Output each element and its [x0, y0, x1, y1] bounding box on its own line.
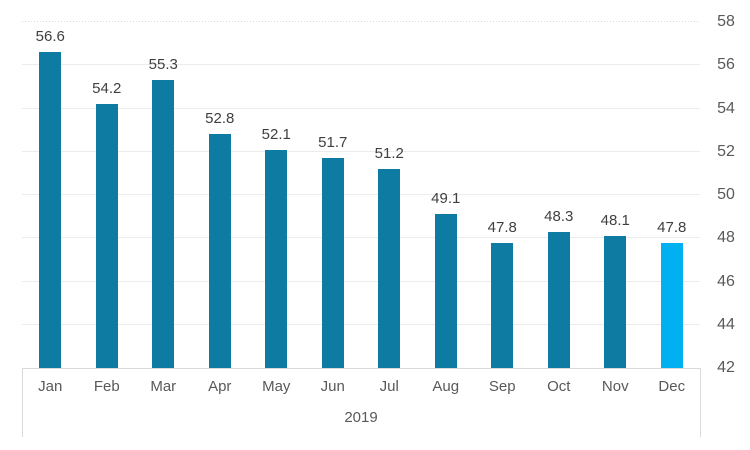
data-label-dec: 47.8 [657, 218, 687, 236]
data-label-oct: 48.3 [544, 207, 574, 225]
data-label-jun: 51.7 [318, 134, 348, 152]
y-axis-tick-label-48: 48 [717, 229, 735, 247]
y-axis-tick-label-50: 50 [717, 186, 735, 203]
y-axis-tick-label-46: 46 [717, 272, 735, 290]
x-axis-label-feb: Feb [93, 378, 120, 395]
bar-sep [491, 242, 514, 368]
y-axis-tick-label-58: 58 [717, 13, 735, 30]
data-label-apr: 52.8 [205, 110, 235, 128]
bar-nov [604, 236, 627, 368]
category-axis-tick-left [22, 368, 23, 437]
data-label-sep: 47.8 [487, 218, 517, 236]
data-label-aug: 49.1 [431, 190, 461, 208]
y-axis-tick-label-42: 42 [717, 359, 735, 376]
gridline-46 [22, 280, 700, 282]
bar-aug [434, 214, 457, 368]
data-label-jul: 51.2 [374, 145, 404, 163]
data-label-nov: 48.1 [600, 212, 630, 230]
bar-oct [547, 231, 570, 368]
y-axis-tick-label-54: 54 [717, 99, 735, 117]
y-axis-tick-label-56: 56 [717, 56, 735, 74]
x-axis-label-jun: Jun [320, 378, 345, 395]
data-label-feb: 54.2 [92, 80, 122, 98]
y-axis-tick-label-44: 44 [717, 315, 735, 333]
data-label-jan: 56.6 [35, 28, 65, 46]
x-axis-label-jan: Jan [38, 378, 63, 395]
data-label-may: 52.1 [261, 125, 291, 143]
gridline-44 [22, 323, 700, 325]
x-axis-label-may: May [262, 378, 291, 395]
gridline-54 [22, 107, 700, 109]
x-axis-label-oct: Oct [547, 378, 571, 395]
x-axis-label-nov: Nov [601, 378, 629, 395]
gridline-48 [22, 237, 700, 239]
x-axis-label-jul: Jul [379, 378, 399, 395]
plot-area: 56.6 54.2 55.3 52.8 52.1 51.7 51.2 49.1 47.8 48.3… [22, 21, 700, 369]
x-axis-label-dec: Dec [658, 378, 686, 395]
x-axis-label-sep: Sep [488, 378, 516, 395]
bar-jul [378, 169, 401, 368]
bar-jan [39, 52, 62, 368]
data-label-mar: 55.3 [148, 56, 178, 74]
bar-dec [660, 242, 683, 368]
gridline-42 [22, 368, 700, 369]
gridline-52 [22, 150, 700, 152]
x-axis-label-mar: Mar [150, 378, 177, 395]
x-axis-year-label: 2019 [344, 409, 378, 426]
x-axis-label-aug: Aug [432, 378, 460, 395]
category-axis-tick-right [700, 368, 701, 437]
gridline-56 [22, 64, 700, 66]
bar-mar [152, 80, 175, 368]
x-axis-label-apr: Apr [208, 378, 232, 395]
gridline-58 [22, 21, 700, 22]
bar-feb [95, 104, 118, 368]
gridline-50 [22, 194, 700, 195]
bar-apr [208, 134, 231, 368]
bar-may [265, 149, 288, 368]
y-axis-tick-label-52: 52 [717, 142, 735, 160]
bar-jun [321, 158, 344, 368]
